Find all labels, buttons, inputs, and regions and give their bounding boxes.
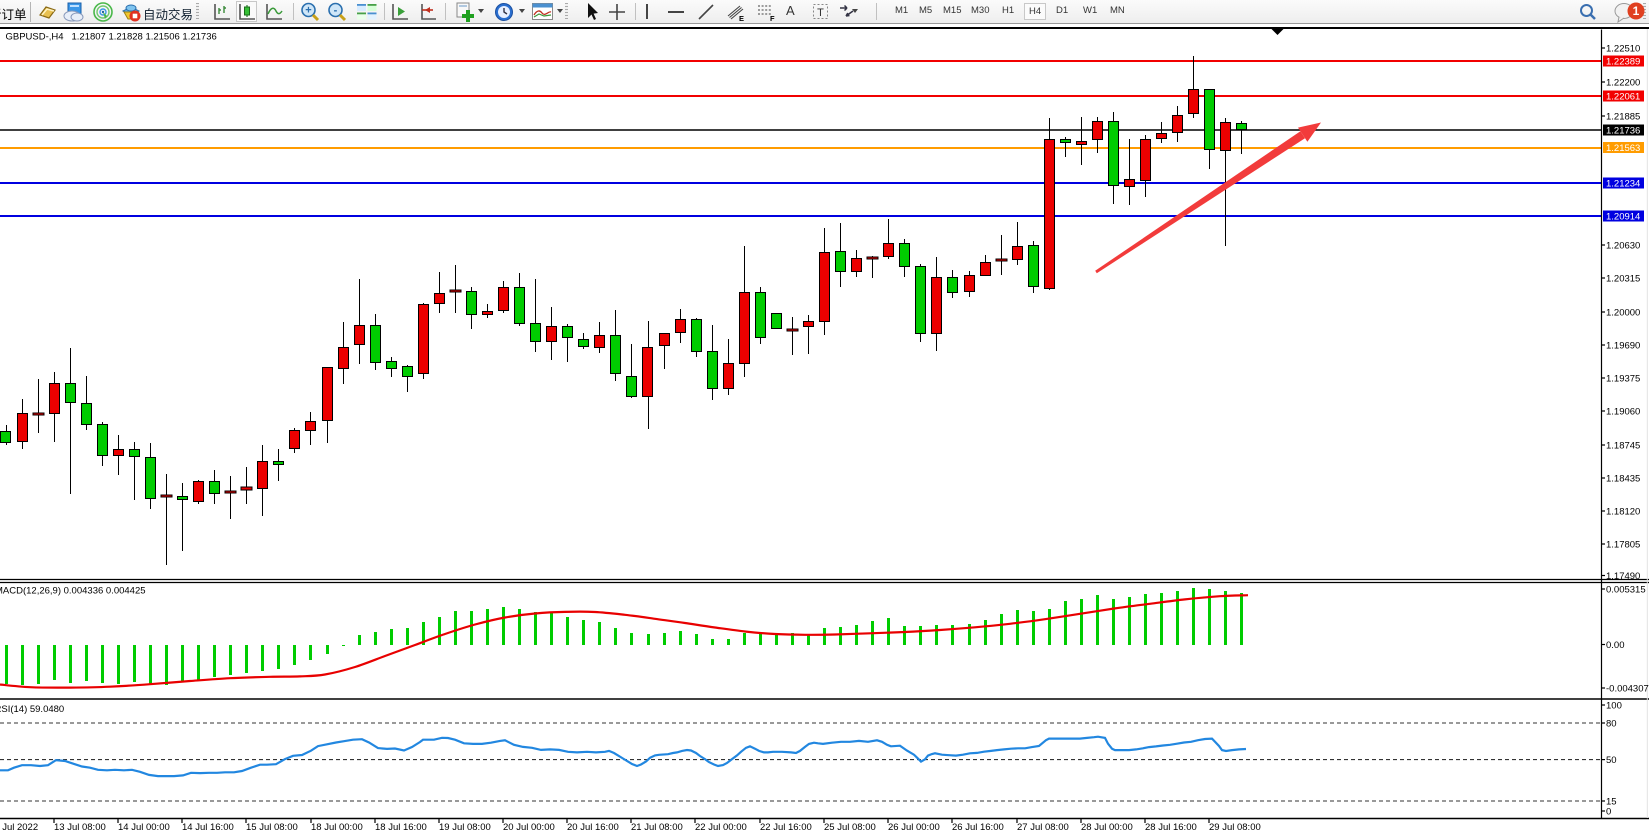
svg-text:22 Jul 00:00: 22 Jul 00:00 xyxy=(695,822,747,831)
svg-text:20 Jul 00:00: 20 Jul 00:00 xyxy=(503,822,555,831)
svg-text:MACD(12,26,9) 0.004336 0.00442: MACD(12,26,9) 0.004336 0.004425 xyxy=(0,585,146,596)
svg-text:13 Jul 2022: 13 Jul 2022 xyxy=(0,822,38,831)
svg-text:1.19375: 1.19375 xyxy=(1606,373,1640,384)
svg-text:1.22200: 1.22200 xyxy=(1606,77,1640,88)
svg-text:0: 0 xyxy=(1606,806,1611,817)
svg-text:19 Jul 08:00: 19 Jul 08:00 xyxy=(439,822,491,831)
svg-text:22 Jul 16:00: 22 Jul 16:00 xyxy=(760,822,812,831)
svg-text:1.21736: 1.21736 xyxy=(1606,125,1640,136)
svg-text:-: - xyxy=(334,5,338,17)
svg-text:1.20000: 1.20000 xyxy=(1606,307,1640,318)
svg-text:1.22061: 1.22061 xyxy=(1606,91,1640,102)
svg-text:1.20914: 1.20914 xyxy=(1606,211,1640,222)
svg-text:E: E xyxy=(739,14,744,22)
svg-text:1.19690: 1.19690 xyxy=(1606,340,1640,351)
svg-text:1.18120: 1.18120 xyxy=(1606,506,1640,517)
svg-text:GBPUSD-,H4 1.21807 1.21828 1: GBPUSD-,H4 1.21807 1.21828 1.21506 1.217… xyxy=(6,31,217,42)
svg-text:25 Jul 08:00: 25 Jul 08:00 xyxy=(824,822,876,831)
svg-text:0.005315: 0.005315 xyxy=(1606,584,1646,595)
svg-text:28 Jul 00:00: 28 Jul 00:00 xyxy=(1081,822,1133,831)
svg-text:1.22510: 1.22510 xyxy=(1606,43,1640,54)
svg-text:50: 50 xyxy=(1606,755,1617,766)
svg-text:29 Jul 08:00: 29 Jul 08:00 xyxy=(1209,822,1261,831)
svg-text:15: 15 xyxy=(1606,796,1617,807)
svg-text:-0.004307: -0.004307 xyxy=(1606,683,1649,694)
svg-text:26 Jul 16:00: 26 Jul 16:00 xyxy=(952,822,1004,831)
svg-text:1.19060: 1.19060 xyxy=(1606,406,1640,417)
svg-text:20 Jul 16:00: 20 Jul 16:00 xyxy=(567,822,619,831)
svg-text:21 Jul 08:00: 21 Jul 08:00 xyxy=(631,822,683,831)
svg-text:1: 1 xyxy=(1633,4,1640,18)
svg-text:27 Jul 08:00: 27 Jul 08:00 xyxy=(1017,822,1069,831)
svg-text:100: 100 xyxy=(1606,700,1622,711)
svg-text:14 Jul 00:00: 14 Jul 00:00 xyxy=(118,822,170,831)
svg-text:1.22389: 1.22389 xyxy=(1606,56,1640,67)
svg-text:1.20315: 1.20315 xyxy=(1606,273,1640,284)
svg-text:1.18745: 1.18745 xyxy=(1606,440,1640,451)
svg-text:1.18435: 1.18435 xyxy=(1606,473,1640,484)
svg-text:1.21234: 1.21234 xyxy=(1606,178,1640,189)
svg-text:28 Jul 16:00: 28 Jul 16:00 xyxy=(1145,822,1197,831)
svg-text:+: + xyxy=(305,5,311,17)
svg-text:1.20630: 1.20630 xyxy=(1606,240,1640,251)
svg-text:0.00: 0.00 xyxy=(1606,639,1625,650)
svg-text:1.21885: 1.21885 xyxy=(1606,111,1640,122)
svg-text:13 Jul 08:00: 13 Jul 08:00 xyxy=(54,822,106,831)
svg-text:T: T xyxy=(817,7,824,19)
svg-text:RSI(14) 59.0480: RSI(14) 59.0480 xyxy=(0,704,64,715)
svg-text:18 Jul 16:00: 18 Jul 16:00 xyxy=(375,822,427,831)
svg-text:1.21563: 1.21563 xyxy=(1606,143,1640,154)
svg-text:26 Jul 00:00: 26 Jul 00:00 xyxy=(888,822,940,831)
svg-text:1.17805: 1.17805 xyxy=(1606,539,1640,550)
svg-text:15 Jul 08:00: 15 Jul 08:00 xyxy=(246,822,298,831)
svg-text:F: F xyxy=(770,14,775,22)
svg-text:1.17490: 1.17490 xyxy=(1606,570,1640,581)
svg-text:14 Jul 16:00: 14 Jul 16:00 xyxy=(182,822,234,831)
svg-text:80: 80 xyxy=(1606,718,1617,729)
svg-text:18 Jul 00:00: 18 Jul 00:00 xyxy=(311,822,363,831)
